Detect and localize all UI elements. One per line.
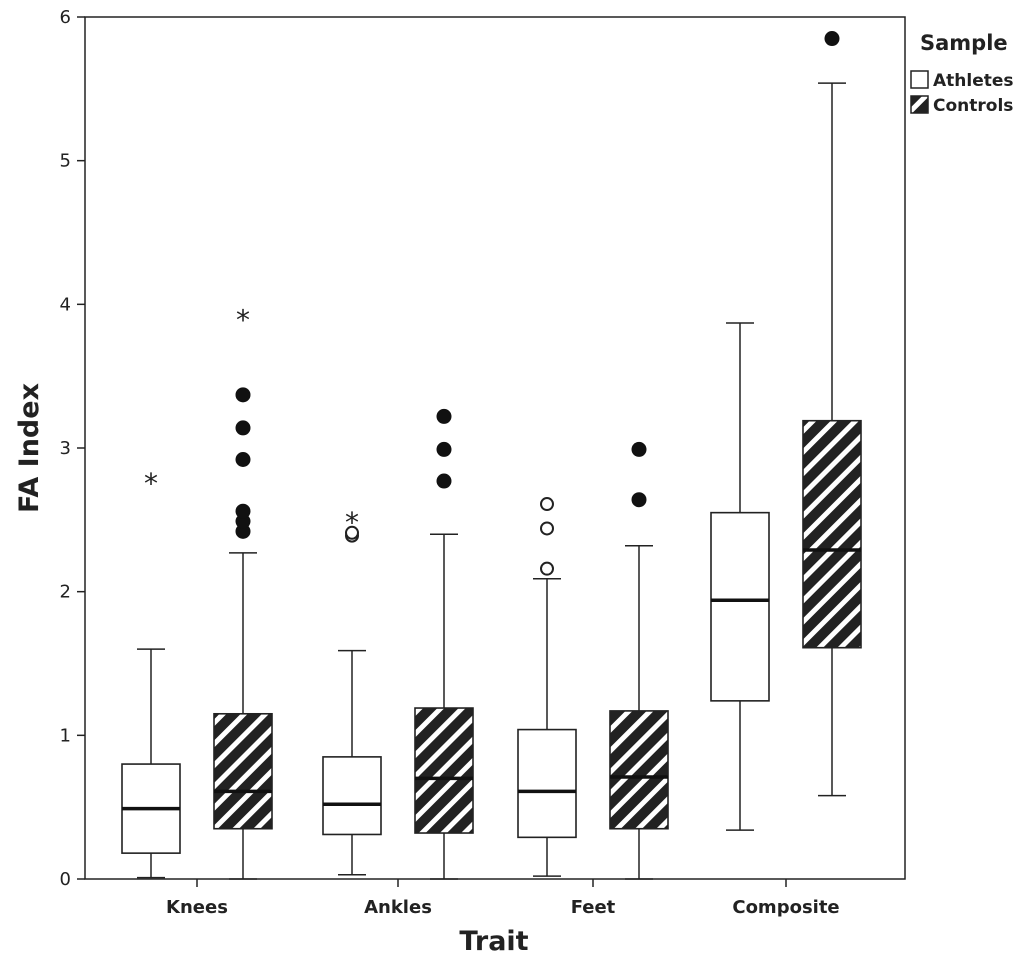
y-axis: 0 1 2 3 4 5 6 xyxy=(60,7,85,890)
iqr-box xyxy=(213,712,273,830)
series-athletes: ** xyxy=(121,322,770,879)
legend-swatch-athletes xyxy=(910,70,929,89)
y-tick-label: 3 xyxy=(60,438,71,459)
outlier-point xyxy=(436,441,452,457)
y-tick-label: 2 xyxy=(60,582,71,603)
x-tick-label: Feet xyxy=(571,897,616,918)
box-controls-composite xyxy=(802,31,862,797)
outlier-point xyxy=(540,521,554,536)
x-tick-label: Ankles xyxy=(364,897,432,918)
iqr-box xyxy=(414,707,474,834)
legend-label-athletes: Athletes xyxy=(933,71,1014,91)
y-tick-label: 5 xyxy=(60,151,71,172)
x-axis-title: Trait xyxy=(459,926,528,957)
x-axis: Knees Ankles Feet Composite xyxy=(166,879,840,918)
iqr-box xyxy=(710,511,770,702)
box-athletes-knees: * xyxy=(121,467,181,879)
iqr-box xyxy=(517,728,577,839)
outlier-point xyxy=(235,503,251,519)
outlier-point xyxy=(345,525,359,540)
outlier-point xyxy=(631,441,647,457)
outlier-point xyxy=(235,420,251,436)
x-tick-label: Knees xyxy=(166,897,228,918)
y-tick-label: 0 xyxy=(60,869,71,890)
extreme-marker: * xyxy=(144,467,158,500)
legend-title: Sample xyxy=(920,31,1008,55)
outlier-point xyxy=(824,31,840,47)
extreme-marker: * xyxy=(345,506,359,539)
outlier-point xyxy=(235,451,251,467)
y-tick-label: 6 xyxy=(60,7,71,28)
box-controls-knees: * xyxy=(213,303,273,880)
outlier-point xyxy=(235,387,251,403)
outlier-point xyxy=(631,492,647,508)
outlier-point xyxy=(436,473,452,489)
outlier-point xyxy=(540,561,554,576)
iqr-box xyxy=(802,419,862,649)
iqr-box xyxy=(609,710,669,830)
plot-area xyxy=(84,16,906,880)
box-athletes-feet xyxy=(517,497,577,877)
box-athletes-composite xyxy=(710,322,770,831)
box-controls-feet xyxy=(609,441,669,880)
box-athletes-ankles: * xyxy=(322,506,382,876)
y-axis-title: FA Index xyxy=(14,383,45,513)
outlier-point xyxy=(436,408,452,424)
legend-swatch-controls xyxy=(910,95,929,114)
legend: Sample Athletes Controls xyxy=(910,31,1014,116)
box-series: *** xyxy=(121,31,862,880)
legend-label-controls: Controls xyxy=(933,96,1013,116)
outlier-point xyxy=(540,497,554,512)
x-tick-label: Composite xyxy=(732,897,839,918)
y-tick-label: 4 xyxy=(60,294,71,315)
iqr-box xyxy=(322,756,382,836)
series-controls: * xyxy=(213,31,862,880)
extreme-marker: * xyxy=(236,303,250,336)
y-tick-label: 1 xyxy=(60,725,71,746)
box-controls-ankles xyxy=(414,408,474,880)
